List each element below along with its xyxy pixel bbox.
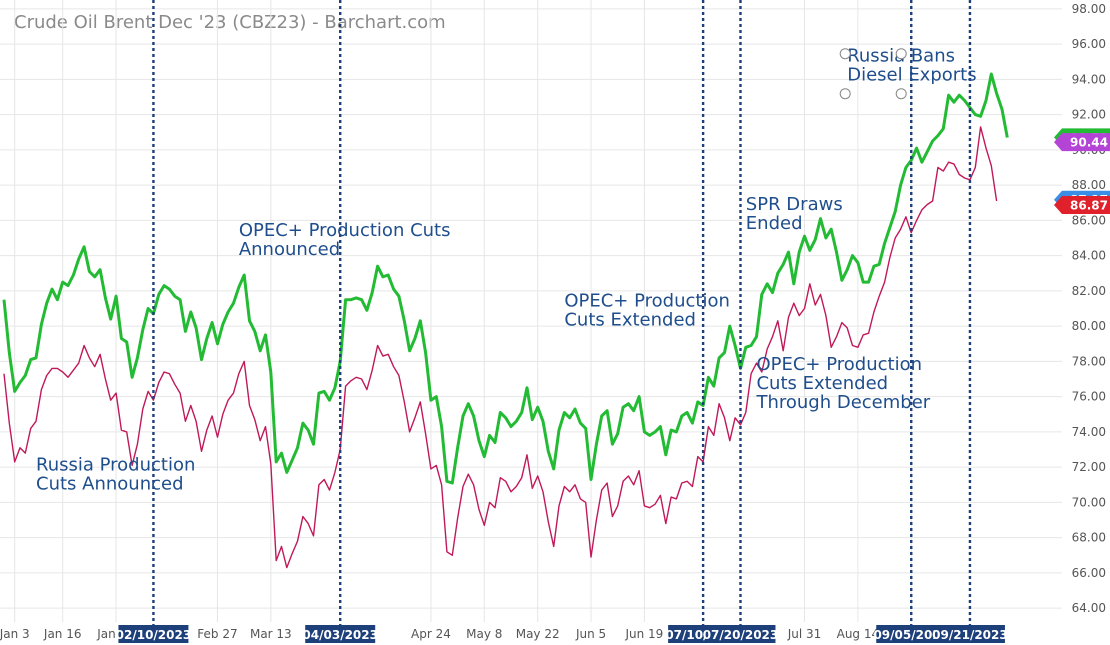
annotation-line: Announced (239, 239, 340, 260)
annotation-line: SPR Draws (746, 194, 843, 215)
annotation-line: Ended (746, 213, 803, 234)
y-tick-label: 78.00 (1072, 354, 1106, 368)
y-tick-label: 96.00 (1072, 37, 1106, 51)
comparison-price-line[interactable] (3, 126, 998, 569)
annotation-resize-handle[interactable] (839, 88, 851, 100)
y-tick-label: 80.00 (1072, 319, 1106, 333)
chart-title: Crude Oil Brent Dec '23 (CBZ23) - Barcha… (14, 12, 446, 33)
x-tick-label: Aug 14 (837, 627, 880, 641)
x-tick-label: Jan 3 (0, 627, 30, 641)
event-date-badge (118, 625, 189, 643)
event-annotation: SPR Draws Ended (746, 194, 843, 234)
x-tick-label: Mar 13 (250, 627, 292, 641)
x-tick-label: Jan 16 (43, 627, 82, 641)
annotation-line: Cuts Extended (756, 373, 888, 394)
annotation-line: OPEC+ Production (756, 354, 922, 375)
x-tick-label: May 8 (466, 627, 502, 641)
x-tick-label: Jul 31 (787, 627, 822, 641)
annotation-line: OPEC+ Production Cuts (239, 220, 451, 241)
annotation-line: Cuts Announced (36, 474, 184, 495)
x-tick-label: Feb 27 (197, 627, 237, 641)
annotation-resize-handle[interactable] (895, 48, 907, 60)
brent-price-line[interactable] (2, 72, 1009, 485)
price-badge-label: 86.87 (1070, 199, 1108, 213)
y-tick-label: 88.00 (1072, 178, 1106, 192)
annotation-line: Russia Production (36, 455, 195, 476)
annotation-resize-handle[interactable] (895, 88, 907, 100)
y-tick-label: 70.00 (1072, 495, 1106, 509)
price-badge (1054, 133, 1110, 152)
event-annotation: Russia Bans Diesel Exports (847, 46, 976, 86)
event-date-label: 09/21/2023 (932, 628, 1008, 642)
y-tick-label: 84.00 (1072, 249, 1106, 263)
annotation-line: Cuts Extended (564, 310, 696, 331)
annotation-resize-handle[interactable] (839, 48, 851, 60)
event-date-label: 09/05/2023 (873, 628, 949, 642)
x-tick-label: Apr 24 (411, 627, 451, 641)
event-date-badge (934, 625, 1005, 643)
y-tick-label: 86.00 (1072, 213, 1106, 227)
x-tick-label: Jun 5 (575, 627, 606, 641)
price-badge-label: 90.44 (1070, 136, 1108, 150)
y-tick-label: 66.00 (1072, 566, 1106, 580)
y-tick-label: 68.00 (1072, 531, 1106, 545)
annotation-line: Through December (755, 392, 930, 413)
y-tick-label: 72.00 (1072, 460, 1106, 474)
event-date-label: 07/20/2023 (703, 628, 779, 642)
annotation-line: OPEC+ Production (564, 291, 730, 312)
event-date-badge (305, 625, 376, 643)
y-tick-label: 82.00 (1072, 284, 1106, 298)
event-date-label: 04/03/2023 (302, 628, 378, 642)
event-annotation: Russia Production Cuts Announced (36, 455, 195, 495)
event-date-badge (876, 625, 947, 643)
y-tick-label: 92.00 (1072, 108, 1106, 122)
event-annotation: OPEC+ Production Cuts Extended Through Dec… (755, 354, 930, 413)
event-date-badge (705, 625, 776, 643)
y-tick-label: 76.00 (1072, 390, 1106, 404)
y-tick-label: 94.00 (1072, 72, 1106, 86)
y-tick-label: 98.00 (1072, 2, 1106, 16)
x-tick-label: Jun 19 (624, 627, 663, 641)
annotation-line: Diesel Exports (847, 65, 976, 86)
event-date-label: 02/10/2023 (116, 628, 192, 642)
y-tick-label: 64.00 (1072, 601, 1106, 615)
price-badge (1054, 196, 1110, 215)
y-tick-label: 74.00 (1072, 425, 1106, 439)
event-annotation: OPEC+ Production Cuts Announced (239, 220, 451, 260)
x-tick-label: May 22 (516, 627, 560, 641)
event-annotation: OPEC+ Production Cuts Extended (564, 291, 730, 331)
